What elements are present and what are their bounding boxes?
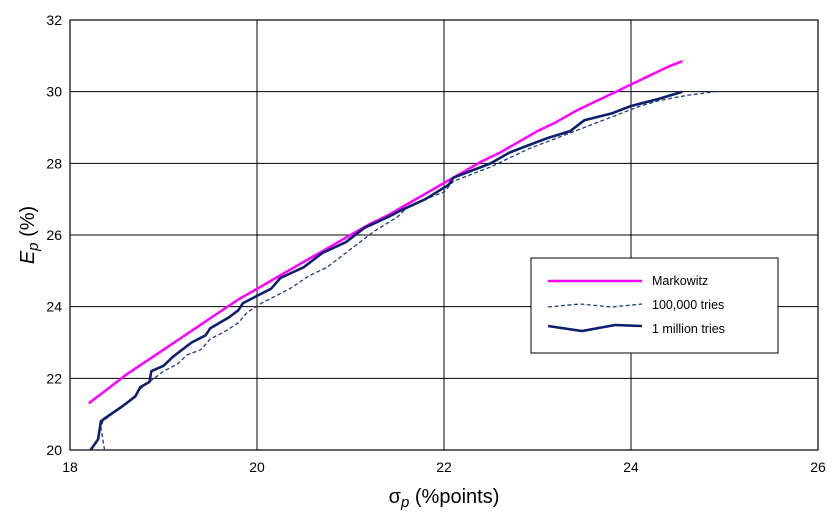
x-tick-label: 20 bbox=[249, 459, 265, 475]
x-axis-symbol: σ bbox=[389, 486, 402, 508]
x-axis-unit: (%points) bbox=[409, 486, 499, 508]
plot-border bbox=[69, 19, 819, 451]
y-axis-subscript: p bbox=[25, 242, 42, 251]
series-line-1-million-tries bbox=[89, 90, 683, 451]
y-tick-label: 20 bbox=[46, 442, 62, 458]
legend-label-markowitz: Markowitz bbox=[652, 274, 708, 288]
y-axis-title: Ep (%) bbox=[17, 206, 42, 264]
series-layer bbox=[87, 60, 716, 451]
x-tick-label: 18 bbox=[62, 459, 78, 475]
y-tick-label: 24 bbox=[46, 299, 62, 315]
x-tick-label: 24 bbox=[623, 459, 639, 475]
y-axis-symbol: E bbox=[17, 250, 39, 264]
y-tick-label: 22 bbox=[46, 370, 62, 386]
legend: Markowitz 100,000 tries 1 million tries bbox=[530, 257, 779, 354]
y-tick-label: 26 bbox=[46, 227, 62, 243]
series-line-markowitz bbox=[87, 60, 683, 405]
x-axis-subscript: p bbox=[400, 494, 409, 511]
x-tick-label: 26 bbox=[810, 459, 826, 475]
x-tick-labels: 18 20 22 24 26 bbox=[62, 459, 826, 475]
y-tick-label: 32 bbox=[46, 12, 62, 28]
y-tick-labels: 20 22 24 26 28 30 32 bbox=[46, 12, 62, 458]
series-line-100-000-tries bbox=[100, 91, 716, 451]
legend-samples bbox=[547, 279, 643, 333]
y-tick-label: 28 bbox=[46, 155, 62, 171]
y-tick-label: 30 bbox=[46, 84, 62, 100]
legend-box bbox=[530, 257, 779, 354]
x-axis-title: σp (%points) bbox=[389, 486, 500, 511]
gridlines bbox=[69, 19, 819, 451]
legend-swatch-100-000-tries bbox=[547, 303, 643, 308]
legend-swatch-1-million-tries bbox=[547, 323, 643, 333]
x-tick-label: 22 bbox=[436, 459, 452, 475]
legend-label-1m-tries: 1 million tries bbox=[652, 322, 725, 336]
legend-label-100k-tries: 100,000 tries bbox=[652, 298, 724, 312]
y-axis-unit: (%) bbox=[17, 206, 39, 243]
